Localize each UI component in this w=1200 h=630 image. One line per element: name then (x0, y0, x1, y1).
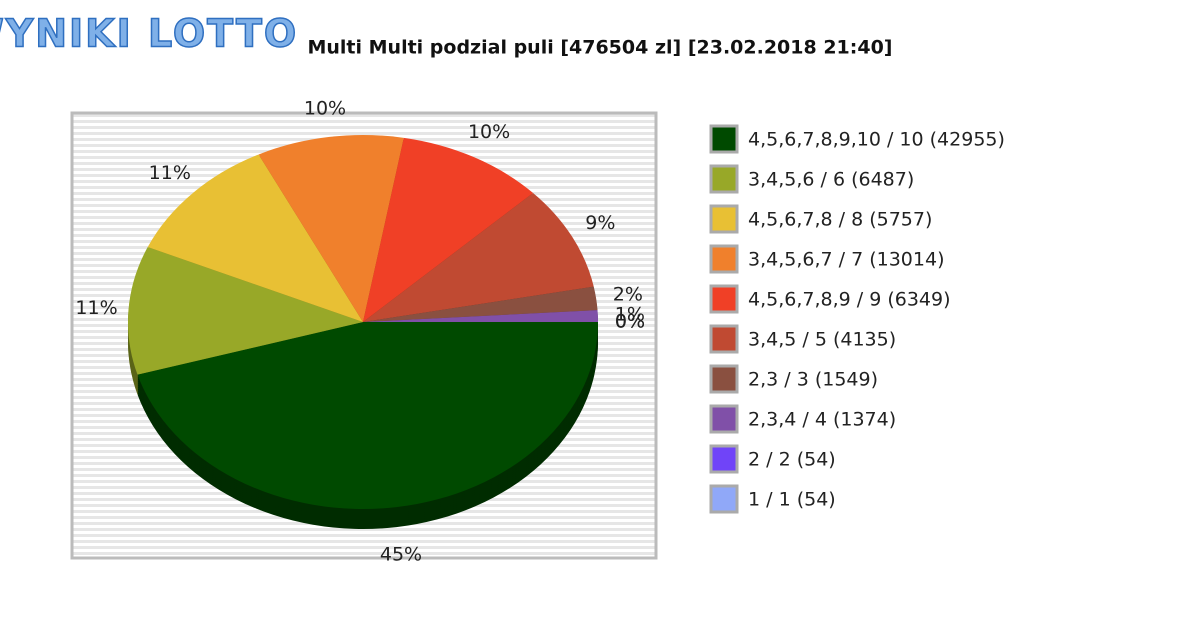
data-label: 45% (380, 543, 422, 565)
legend-swatch (709, 244, 739, 274)
legend-swatch (709, 284, 739, 314)
data-label: 9% (585, 212, 615, 234)
legend-label: 3,4,5,6 / 6 (6487) (748, 169, 914, 191)
data-label: 1% (615, 304, 645, 326)
data-label: 0% (615, 311, 645, 333)
slice (363, 192, 594, 322)
legend-label: 2,3,4 / 4 (1374) (748, 409, 896, 431)
legend-swatch (709, 164, 739, 194)
data-label: 0% (615, 311, 645, 333)
slice (363, 286, 598, 322)
legend-swatch (709, 124, 739, 154)
legend-swatch (709, 484, 739, 514)
legend-label: 2,3 / 3 (1549) (748, 369, 878, 391)
logo: WYNIKI LOTTO (0, 12, 298, 56)
legend-label: 4,5,6,7,8,9,10 / 10 (42955) (748, 129, 1005, 151)
data-label: 2% (613, 283, 643, 305)
legend-label: 4,5,6,7,8,9 / 9 (6349) (748, 289, 951, 311)
legend-label: 2 / 2 (54) (748, 449, 836, 471)
legend-swatch (709, 204, 739, 234)
data-label: 11% (75, 297, 117, 319)
legend-label: 3,4,5 / 5 (4135) (748, 329, 896, 351)
legend-swatch (709, 444, 739, 474)
legend-label: 1 / 1 (54) (748, 489, 836, 511)
data-label: 11% (149, 162, 191, 184)
legend-label: 3,4,5,6,7 / 7 (13014) (748, 249, 944, 271)
legend-swatch (709, 364, 739, 394)
legend-swatch (709, 404, 739, 434)
slice (363, 137, 534, 322)
legend-label: 4,5,6,7,8 / 8 (5757) (748, 209, 932, 231)
slice (127, 247, 364, 375)
legend-swatch (709, 324, 739, 354)
slice (363, 310, 598, 322)
data-label: 10% (304, 98, 346, 120)
slice (147, 154, 363, 322)
data-label: 10% (468, 121, 510, 143)
slice (258, 135, 404, 322)
chart-title: Multi Multi podzial puli [476504 zl] [23… (307, 37, 892, 59)
slice (137, 322, 598, 510)
